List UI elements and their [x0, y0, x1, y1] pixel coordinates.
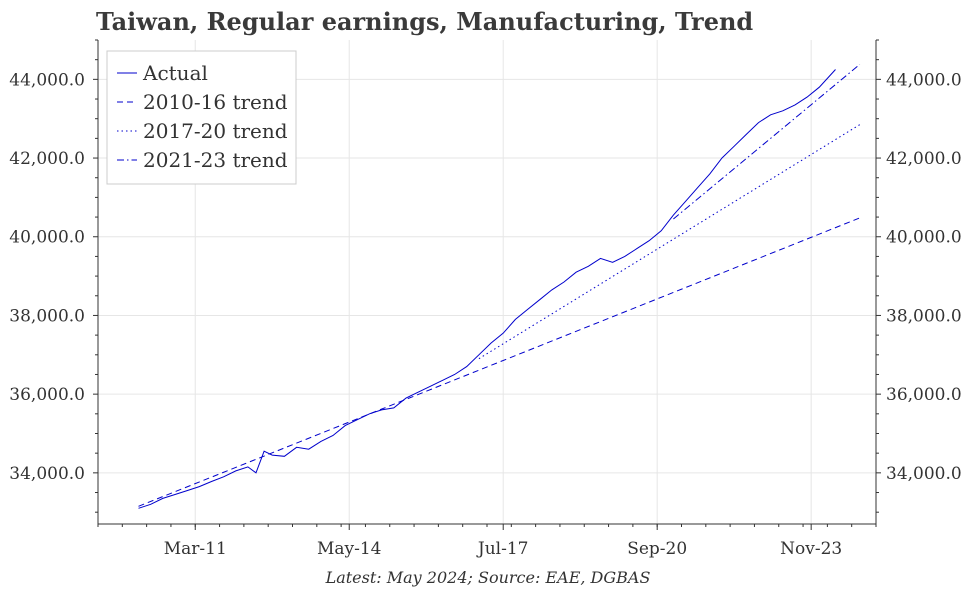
chart-caption: Latest: May 2024; Source: EAE, DGBAS	[325, 568, 651, 587]
y-tick-label-left: 44,000.0	[9, 70, 85, 90]
series-line-4	[673, 64, 861, 220]
legend-label-2: 2010-16 trend	[143, 90, 288, 114]
x-tick-label: Sep-20	[627, 539, 687, 559]
y-tick-label-left: 34,000.0	[9, 464, 85, 484]
legend-label-3: 2017-20 trend	[143, 119, 288, 143]
y-tick-label-left: 38,000.0	[9, 306, 85, 326]
legend-label-4: 2021-23 trend	[143, 148, 288, 172]
ticks-layer: 34,000.0 34,000.0 36,000.0 36,000.0 38,000.0…	[9, 39, 962, 559]
series-layer	[138, 64, 861, 509]
x-tick-label: Jul-17	[476, 539, 529, 559]
y-tick-label-right: 42,000.0	[886, 149, 962, 169]
y-tick-label-right: 36,000.0	[886, 385, 962, 405]
legend: Actual 2010-16 trend 2017-20 trend 2021-23 …	[106, 50, 297, 185]
y-tick-label-left: 42,000.0	[9, 149, 85, 169]
legend-box	[106, 50, 297, 185]
series-line-1	[138, 69, 836, 509]
y-tick-label-right: 34,000.0	[886, 464, 962, 484]
legend-label-1: Actual	[142, 61, 208, 85]
x-tick-label: Nov-23	[780, 539, 842, 559]
series-line-2	[138, 217, 860, 507]
y-tick-label-right: 44,000.0	[886, 70, 962, 90]
y-tick-label-left: 36,000.0	[9, 385, 85, 405]
y-tick-label-left: 40,000.0	[9, 228, 85, 248]
y-tick-label-right: 40,000.0	[886, 228, 962, 248]
series-line-3	[478, 124, 861, 360]
chart-title: Taiwan, Regular earnings, Manufacturing,…	[96, 7, 753, 36]
x-tick-label: May-14	[317, 539, 382, 559]
y-tick-label-right: 38,000.0	[886, 306, 962, 326]
x-tick-label: Mar-11	[164, 539, 227, 559]
